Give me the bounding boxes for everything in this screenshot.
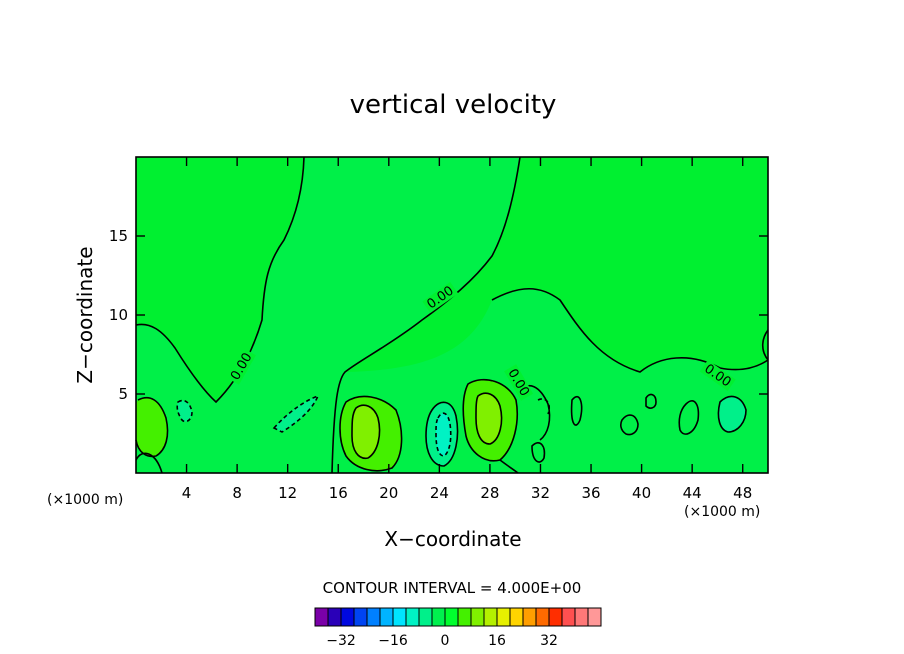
y-tick-label: 15 <box>109 227 128 245</box>
colorbar-swatch <box>392 607 407 627</box>
colorbar-tick-label: 16 <box>488 633 506 649</box>
contour-line <box>475 392 503 445</box>
colorbar-swatch <box>535 607 550 627</box>
contour-fill-region <box>274 396 318 432</box>
x-tick-label: 20 <box>379 484 398 502</box>
contour-line-negative <box>435 412 452 457</box>
colorbar-tick-label: 0 <box>441 633 450 649</box>
contour-line <box>761 329 769 361</box>
contour-line <box>678 400 700 435</box>
x-tick-label: 12 <box>278 484 297 502</box>
y-tick-label: 5 <box>118 385 128 403</box>
colorbar-swatch <box>327 607 342 627</box>
x-unit-label: (×1000 m) <box>684 504 760 520</box>
contour-label-backing <box>226 348 256 385</box>
colorbar-swatch <box>366 607 381 627</box>
contour-interval-note: CONTOUR INTERVAL = 4.000E+00 <box>323 579 582 597</box>
contour-line <box>491 288 769 373</box>
colorbar-swatch <box>379 607 394 627</box>
x-tick-label: 40 <box>632 484 651 502</box>
colorbar-tick-label: −32 <box>326 633 356 649</box>
colorbar-swatch <box>431 607 446 627</box>
contour-line <box>135 452 163 474</box>
contour-line <box>645 393 657 409</box>
colorbar-tick-labels: −32 −16 0 16 32 <box>326 633 558 649</box>
colorbar-swatch <box>574 607 589 627</box>
contour-fills <box>136 157 768 473</box>
x-tick-label: 36 <box>581 484 600 502</box>
colorbar-swatch <box>340 607 355 627</box>
contour-label-backing <box>422 282 459 314</box>
y-tick-label: 10 <box>109 306 128 324</box>
contour-line-negative <box>537 398 551 415</box>
x-tick-label: 16 <box>329 484 348 502</box>
colorbar-swatch <box>509 607 524 627</box>
x-tick-label: 24 <box>430 484 449 502</box>
y-unit-label: (×1000 m) <box>47 492 123 508</box>
contour-fill-region <box>136 397 168 457</box>
contour-line <box>425 401 459 467</box>
x-tick-label: 4 <box>182 484 192 502</box>
contour-line <box>351 404 381 460</box>
x-tick-label: 8 <box>232 484 242 502</box>
colorbar-swatch <box>314 607 329 627</box>
colorbar-swatch <box>496 607 511 627</box>
contour-line <box>620 414 639 436</box>
axis-ticks <box>136 157 768 473</box>
colorbar-swatch <box>405 607 420 627</box>
colorbar-swatch <box>522 607 537 627</box>
colorbar-swatch <box>353 607 368 627</box>
contour-line-negative <box>176 399 193 423</box>
contour-line <box>339 395 403 472</box>
plot-area: 0.000.000.00 0.00 <box>135 156 769 474</box>
colorbar-swatch <box>457 607 472 627</box>
colorbar-swatch <box>444 607 459 627</box>
colorbar-tick-label: −16 <box>378 633 408 649</box>
contour-fill-region <box>476 393 502 444</box>
chart-title: vertical velocity <box>350 90 557 120</box>
colorbar <box>314 607 602 627</box>
x-tick-label: 48 <box>733 484 752 502</box>
colorbar-swatch <box>561 607 576 627</box>
colorbar-swatch <box>587 607 602 627</box>
y-tick-labels: 5 10 15 <box>109 227 128 403</box>
contour-line <box>331 156 521 474</box>
colorbar-swatch <box>548 607 563 627</box>
contour-label-backing <box>699 360 736 392</box>
x-tick-label: 32 <box>531 484 550 502</box>
contour-line <box>717 395 747 433</box>
contour-fill-region <box>177 400 192 422</box>
contour-fill-region <box>436 413 451 456</box>
x-axis-label: X−coordinate <box>384 527 521 551</box>
contour-fill-region <box>136 157 768 473</box>
contour-line <box>570 395 583 426</box>
colorbar-swatch <box>418 607 433 627</box>
x-tick-label: 28 <box>480 484 499 502</box>
x-tick-labels: 4 8 12 16 20 24 28 32 36 40 44 48 <box>182 484 752 502</box>
y-axis-label: Z−coordinate <box>73 246 97 383</box>
contour-line <box>531 442 546 463</box>
colorbar-tick-label: 32 <box>540 633 558 649</box>
contour-fill-region <box>718 396 746 432</box>
contour-fill-region <box>352 405 380 459</box>
colorbar-swatch <box>483 607 498 627</box>
colorbar-swatch <box>470 607 485 627</box>
contour-label-backing <box>504 364 534 401</box>
x-tick-label: 44 <box>683 484 702 502</box>
